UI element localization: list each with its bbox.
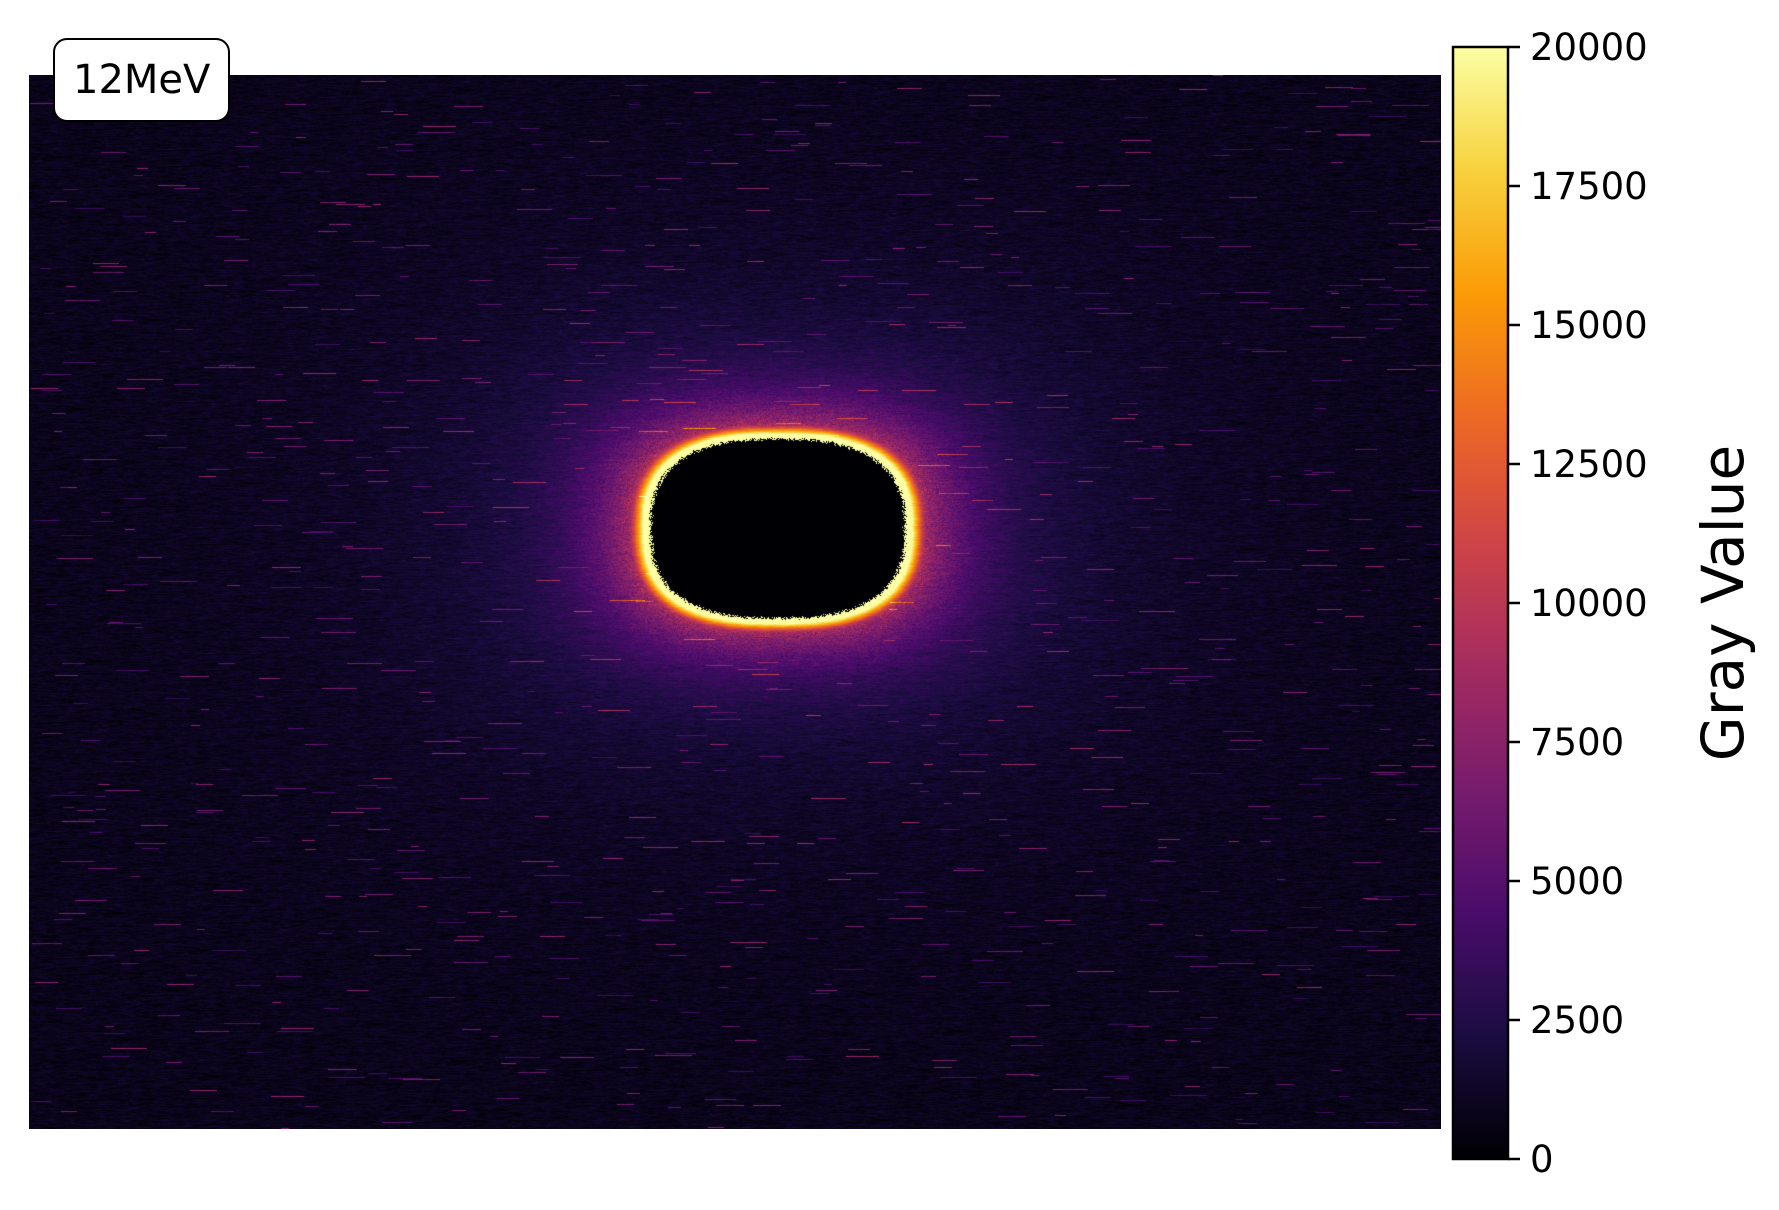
- colorbar-gradient: [1453, 47, 1508, 1159]
- colorbar-tick-label: 17500: [1530, 165, 1648, 208]
- heatmap-image: [29, 75, 1441, 1129]
- colorbar-tick-label: 0: [1530, 1138, 1554, 1181]
- colorbar-ticks: 0 2500 5000 7500 10000 12500 15000 17500 20000: [1508, 26, 1648, 1181]
- colorbar-tick-label: 15000: [1530, 304, 1648, 347]
- colorbar-tick-label: 7500: [1530, 721, 1624, 764]
- colorbar-tick-label: 12500: [1530, 443, 1648, 486]
- colorbar-tick-label: 2500: [1530, 999, 1624, 1042]
- colorbar-tick-label: 10000: [1530, 582, 1648, 625]
- energy-label-badge: 12MeV: [53, 38, 231, 122]
- colorbar-label: Gray Value: [1689, 445, 1757, 761]
- colorbar-tick-label: 5000: [1530, 860, 1624, 903]
- colorbar-tick-label: 20000: [1530, 26, 1648, 69]
- colorbar: 0 2500 5000 7500 10000 12500 15000 17500 20000 G…: [1451, 26, 1757, 1181]
- energy-label: 12MeV: [73, 57, 211, 103]
